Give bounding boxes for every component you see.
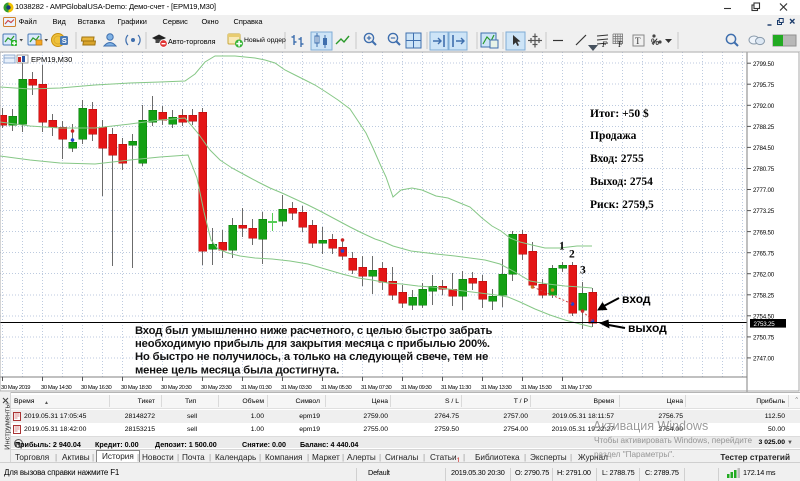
svg-text:2777.00: 2777.00: [753, 187, 775, 194]
svg-text:EPM19,M30: EPM19,M30: [31, 55, 72, 64]
svg-text:S: S: [62, 36, 67, 45]
svg-text:31 May 11:30: 31 May 11:30: [441, 385, 471, 391]
svg-text:2773.25: 2773.25: [753, 208, 775, 215]
svg-text:30 May 20:30: 30 May 20:30: [161, 385, 192, 391]
svg-text:2762.00: 2762.00: [753, 271, 775, 278]
svg-text:T: T: [635, 36, 641, 46]
svg-text:2750.75: 2750.75: [753, 335, 775, 342]
svg-text:2799.50: 2799.50: [753, 61, 775, 68]
svg-text:30 May 16:30: 30 May 16:30: [81, 385, 112, 391]
svg-text:2769.50: 2769.50: [753, 229, 775, 236]
svg-text:необходимую прибыль для закрыт: необходимую прибыль для закрытия месяца …: [135, 338, 490, 350]
svg-text:2753.25: 2753.25: [754, 321, 776, 328]
svg-text:30 May 2019: 30 May 2019: [1, 385, 30, 391]
svg-text:30 May 18:30: 30 May 18:30: [121, 385, 152, 391]
svg-text:30 May 23:30: 30 May 23:30: [201, 385, 232, 391]
svg-text:2765.75: 2765.75: [753, 250, 775, 257]
svg-text:30 May 14:30: 30 May 14:30: [41, 385, 72, 391]
svg-text:Риск: 2759,5: Риск: 2759,5: [590, 199, 654, 211]
svg-text:F: F: [601, 40, 607, 49]
svg-text:31 May 15:30: 31 May 15:30: [521, 385, 552, 391]
svg-text:31 May 03:30: 31 May 03:30: [281, 385, 312, 391]
svg-text:31 May 01:30: 31 May 01:30: [241, 385, 272, 391]
svg-text:F: F: [618, 40, 623, 49]
svg-text:2: 2: [569, 249, 575, 261]
svg-text:2784.50: 2784.50: [753, 145, 775, 152]
svg-text:2758.25: 2758.25: [753, 292, 775, 299]
svg-text:31 May 09:30: 31 May 09:30: [401, 385, 432, 391]
svg-text:2780.75: 2780.75: [753, 166, 775, 173]
svg-text:31 May 05:30: 31 May 05:30: [321, 385, 352, 391]
svg-text:1: 1: [559, 241, 565, 253]
svg-text:31 May 07:30: 31 May 07:30: [361, 385, 392, 391]
svg-text:2754.50: 2754.50: [753, 314, 775, 321]
svg-text:Вход: 2755: Вход: 2755: [590, 153, 644, 165]
svg-text:выход: выход: [628, 321, 667, 335]
svg-text:вход: вход: [622, 292, 651, 306]
svg-text:2792.00: 2792.00: [753, 103, 775, 110]
svg-text:2795.75: 2795.75: [753, 82, 775, 89]
svg-text:%: %: [651, 37, 659, 47]
svg-text:Продажа: Продажа: [590, 130, 637, 142]
svg-text:Вход был умышленно ниже расчет: Вход был умышленно ниже расчетного, с це…: [135, 325, 493, 337]
svg-text:31 May 13:30: 31 May 13:30: [481, 385, 512, 391]
svg-text:Итог: +50 $: Итог: +50 $: [590, 107, 649, 120]
svg-text:Но быстро не получилось, а тол: Но быстро не получилось, а только на сле…: [135, 351, 488, 363]
svg-text:менее цель месяца была достигн: менее цель месяца была достигнута.: [135, 364, 339, 376]
svg-text:3: 3: [580, 265, 586, 277]
svg-text:Выход: 2754: Выход: 2754: [590, 176, 653, 188]
svg-text:2788.25: 2788.25: [753, 124, 775, 131]
svg-text:2747.00: 2747.00: [753, 356, 775, 363]
svg-text:31 May 17:30: 31 May 17:30: [561, 385, 592, 391]
